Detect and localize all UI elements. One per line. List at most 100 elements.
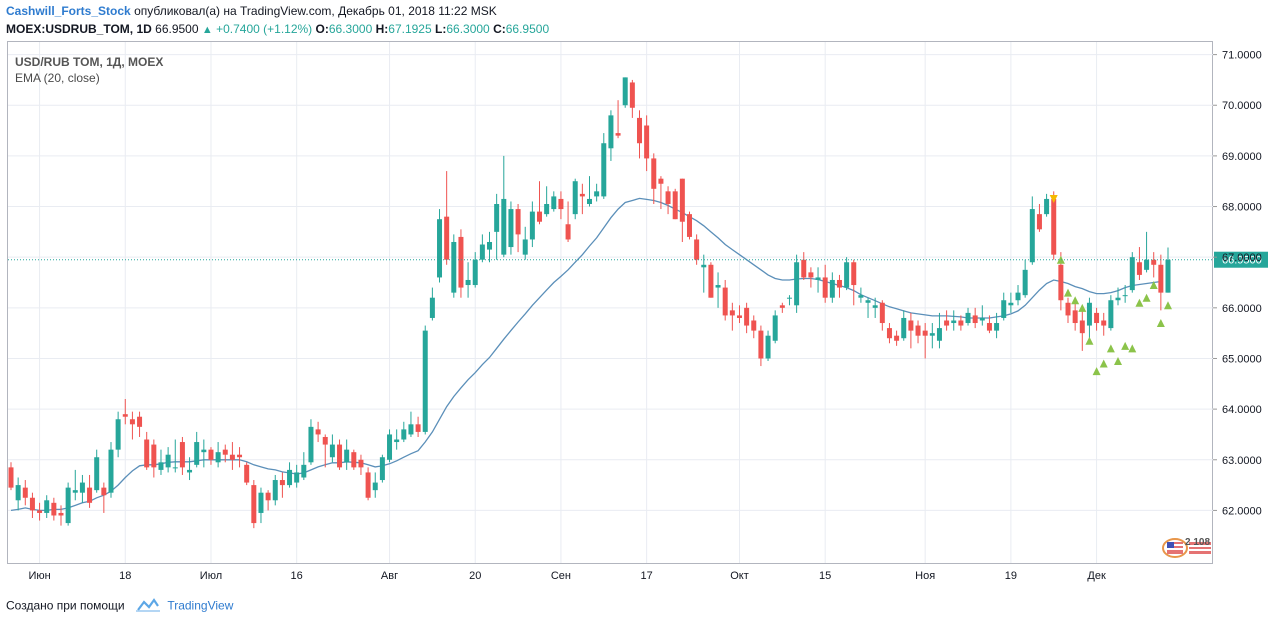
candle — [901, 310, 907, 341]
candle — [415, 416, 421, 437]
candle-body — [1136, 262, 1142, 275]
candle-body — [801, 259, 807, 278]
candle — [701, 254, 707, 293]
candle — [894, 330, 900, 346]
candle — [1158, 254, 1164, 311]
candle — [815, 267, 821, 293]
candle-body — [279, 480, 285, 486]
us-flag-badge[interactable]: 2 108 — [1161, 537, 1217, 559]
candle — [451, 234, 457, 298]
candle-body — [858, 295, 864, 298]
candle-body — [101, 487, 107, 496]
candle — [1122, 285, 1128, 303]
candle-body — [301, 464, 307, 478]
candle — [1165, 247, 1171, 293]
candle-body — [358, 459, 364, 468]
candle — [751, 315, 757, 339]
candle-body — [786, 297, 792, 299]
x-tick-label: 19 — [1005, 570, 1017, 582]
candle-body — [601, 143, 607, 197]
candle-body — [501, 198, 507, 255]
candle — [94, 449, 100, 493]
candle — [465, 262, 471, 298]
last-price-tag-text: 66.9500 — [1222, 255, 1262, 267]
candle-body — [429, 297, 435, 318]
candle-body — [244, 464, 250, 483]
x-tick-label: 16 — [291, 570, 303, 582]
candle-body — [344, 449, 350, 463]
signal-up-marker — [1114, 357, 1123, 366]
candle-body — [908, 320, 914, 331]
candle-body — [636, 117, 642, 144]
candle — [79, 474, 85, 503]
candle — [1101, 312, 1107, 336]
candle — [929, 323, 935, 349]
candle-body — [758, 330, 764, 359]
candle — [722, 279, 728, 321]
candle-body — [1094, 312, 1100, 324]
candle — [351, 449, 357, 470]
candle — [672, 188, 678, 220]
candle — [429, 287, 435, 321]
candle-body — [1001, 300, 1007, 318]
candle-body — [772, 315, 778, 341]
candle — [1115, 287, 1121, 306]
candle — [108, 442, 114, 498]
tradingview-link[interactable]: TradingView — [167, 598, 234, 613]
signal-up-marker — [1092, 367, 1101, 376]
candle-body — [1015, 292, 1021, 301]
candle — [408, 411, 414, 437]
candle — [587, 176, 592, 207]
candle — [458, 229, 464, 298]
candle-body — [465, 279, 471, 286]
y-tick-label: 67.0000 — [1222, 252, 1262, 264]
candle-body — [979, 317, 985, 321]
chart-frame[interactable] — [7, 41, 1213, 564]
candle — [487, 231, 493, 263]
candle-body — [1129, 257, 1135, 291]
candle — [951, 310, 957, 331]
candle — [308, 419, 314, 465]
high-label: H: — [375, 22, 389, 36]
candle-body — [1051, 198, 1057, 255]
signal-up-marker — [1156, 319, 1165, 328]
candle — [1108, 295, 1114, 331]
y-tick-label: 68.0000 — [1222, 202, 1262, 214]
candle-body — [172, 467, 178, 469]
candle-body — [122, 414, 128, 417]
author-link[interactable]: Cashwill_Forts_Stock — [6, 4, 131, 18]
candle-body — [94, 457, 100, 491]
candle-body — [901, 317, 907, 339]
candle-body — [258, 492, 264, 513]
candle — [215, 442, 221, 468]
candle — [244, 462, 250, 486]
candle-body — [958, 320, 964, 326]
candle — [1001, 292, 1007, 321]
candle-body — [944, 320, 950, 326]
candle — [15, 477, 21, 511]
candle-body — [379, 457, 385, 481]
y-tick-label: 70.0000 — [1222, 100, 1262, 112]
candle — [137, 411, 143, 437]
candle — [379, 454, 385, 483]
candle-body — [522, 239, 528, 255]
signal-up-marker — [1056, 255, 1065, 264]
candle-body — [515, 209, 521, 235]
candle-body — [886, 328, 892, 339]
chart-legend: USD/RUB TOM, 1Д, MOEX EMA (20, close) — [15, 54, 163, 86]
candle-body — [872, 305, 878, 308]
candle — [258, 487, 264, 524]
candle-body — [765, 335, 771, 359]
candle-body — [387, 434, 393, 460]
candle — [758, 325, 764, 367]
candle-body — [1158, 264, 1164, 293]
close-label: C: — [493, 22, 506, 36]
candle-body — [72, 490, 78, 493]
grid-lines — [8, 42, 1213, 563]
candle — [1015, 285, 1021, 306]
candle — [422, 325, 428, 435]
candle-body — [1101, 320, 1107, 326]
candle-body — [422, 330, 428, 432]
candle-body — [308, 426, 314, 463]
